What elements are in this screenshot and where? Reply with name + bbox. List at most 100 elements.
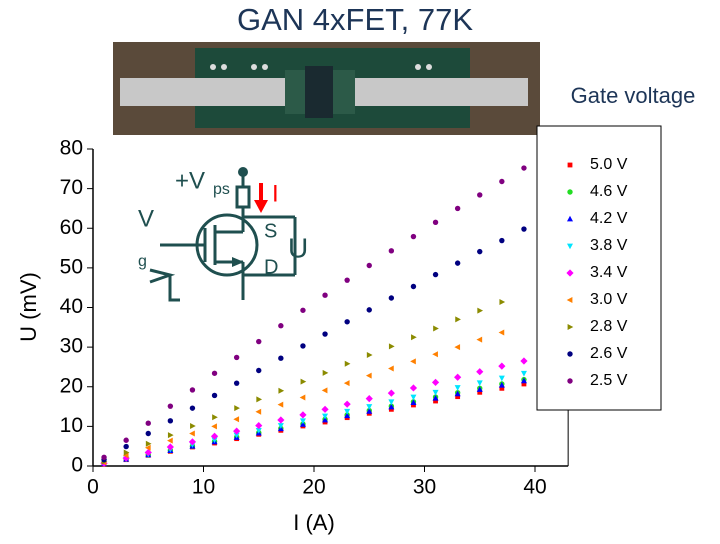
data-point — [388, 399, 394, 405]
y-tick-label: 30 — [60, 335, 83, 358]
data-point — [455, 316, 461, 322]
data-point — [388, 366, 394, 372]
data-point — [278, 402, 284, 408]
data-point — [521, 165, 526, 170]
inset-label: +V — [175, 167, 205, 194]
data-point — [432, 351, 438, 357]
data-point — [433, 326, 439, 332]
data-point — [499, 179, 504, 184]
y-tick-label: 0 — [71, 454, 83, 477]
data-point — [167, 438, 173, 444]
data-point — [190, 423, 196, 429]
inset-label: S — [264, 220, 277, 242]
data-point — [455, 206, 460, 211]
data-point — [211, 433, 218, 440]
data-point — [322, 331, 327, 336]
data-point — [101, 455, 106, 460]
data-point — [432, 379, 439, 386]
legend-label: 4.2 V — [590, 210, 628, 227]
y-tick-label: 50 — [60, 255, 83, 278]
data-point — [499, 238, 504, 243]
data-point — [278, 356, 283, 361]
data-point — [433, 272, 438, 277]
data-point — [389, 295, 394, 300]
data-point — [433, 390, 439, 396]
data-point — [388, 389, 395, 396]
data-point — [212, 371, 217, 376]
data-point — [521, 371, 527, 377]
inset-label: U — [288, 232, 308, 263]
data-point — [499, 299, 505, 305]
data-point — [433, 220, 438, 225]
data-point — [233, 428, 240, 435]
legend-label: 3.0 V — [590, 291, 628, 308]
x-tick-label: 0 — [87, 476, 99, 499]
data-point — [234, 380, 239, 385]
data-point — [323, 370, 329, 376]
data-point — [277, 416, 284, 423]
legend-label: 2.8 V — [590, 318, 628, 335]
data-point — [256, 339, 261, 344]
data-point — [367, 263, 372, 268]
data-point — [146, 431, 151, 436]
data-point — [521, 226, 526, 231]
data-point — [301, 379, 307, 385]
data-point — [322, 387, 328, 393]
legend-title: Gate voltage — [571, 83, 696, 108]
data-point — [476, 337, 482, 343]
inset-label: I — [272, 180, 279, 207]
y-tick-label: 20 — [60, 374, 83, 397]
inset-label: g — [138, 253, 147, 270]
data-point — [123, 438, 128, 443]
x-tick-label: 10 — [192, 476, 215, 499]
data-point — [322, 293, 327, 298]
data-point — [410, 395, 416, 401]
data-point — [321, 406, 328, 413]
inset-label: V — [138, 205, 154, 232]
data-point — [168, 418, 173, 423]
chart-title: GAN 4xFET, 77K — [237, 2, 473, 37]
legend-label: 2.5 V — [590, 372, 628, 389]
y-axis-label: U (mV) — [16, 272, 41, 342]
data-point — [300, 394, 306, 400]
legend-label: 3.4 V — [590, 264, 628, 281]
data-point — [477, 249, 482, 254]
data-point — [520, 357, 527, 364]
x-tick-label: 20 — [302, 476, 325, 499]
data-point — [168, 432, 174, 438]
y-tick-label: 60 — [60, 216, 83, 239]
chart: GAN 4xFET, 77K Gate voltage +V — [0, 0, 720, 544]
x-tick-label: 30 — [413, 476, 436, 499]
inset-label: D — [264, 256, 278, 278]
data-point — [189, 438, 196, 445]
data-point — [344, 319, 349, 324]
data-point — [300, 343, 305, 348]
data-point — [256, 396, 262, 402]
data-point — [211, 423, 217, 429]
legend-marker — [567, 189, 572, 194]
data-point — [498, 363, 505, 370]
data-point — [123, 444, 128, 449]
data-point — [411, 334, 417, 340]
data-point — [344, 380, 350, 386]
data-point — [212, 414, 218, 420]
data-point — [366, 395, 373, 402]
data-point — [411, 234, 416, 239]
data-point — [455, 260, 460, 265]
legend-marker — [568, 163, 573, 168]
data-point — [367, 307, 372, 312]
data-point — [190, 405, 195, 410]
data-point — [190, 387, 195, 392]
data-point — [477, 380, 483, 386]
y-tick-label: 10 — [60, 414, 83, 437]
data-point — [344, 401, 351, 408]
data-point — [389, 248, 394, 253]
data-point — [234, 355, 239, 360]
data-point — [476, 368, 483, 375]
y-tick-label: 70 — [60, 176, 83, 199]
data-point — [366, 373, 372, 379]
data-point — [455, 385, 461, 391]
x-axis-label: I (A) — [293, 510, 335, 535]
legend-marker — [567, 378, 572, 383]
data-point — [146, 421, 151, 426]
